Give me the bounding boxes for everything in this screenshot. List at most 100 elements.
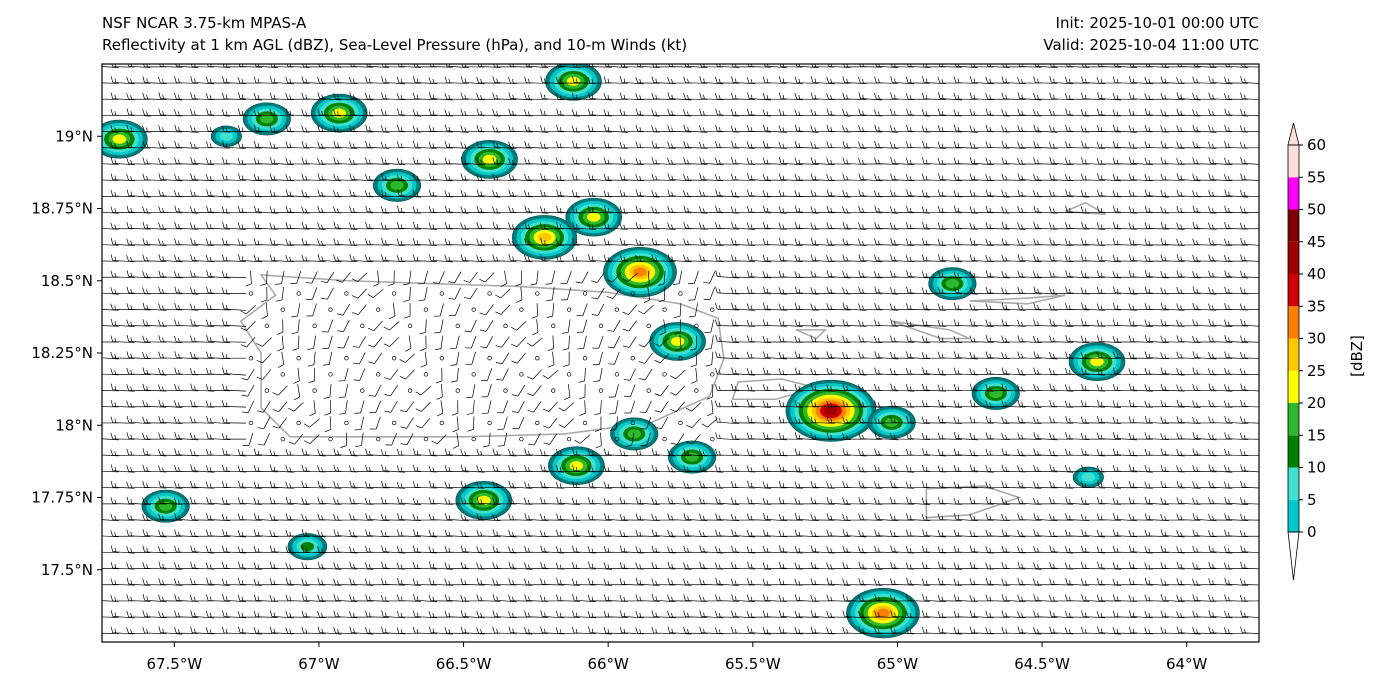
wind-barb <box>190 610 215 619</box>
barb-flag <box>221 626 225 634</box>
barb-shaft <box>192 616 215 619</box>
barb-flag <box>1097 626 1100 633</box>
wind-barb <box>1033 626 1058 634</box>
barb-flag <box>766 580 769 585</box>
barb-flag <box>878 629 880 634</box>
barb-flag <box>989 596 992 601</box>
barb-flag <box>508 611 511 618</box>
barb-shaft <box>1242 616 1259 619</box>
barb-shaft <box>494 632 517 635</box>
barb-flag <box>603 578 607 585</box>
wind-barb <box>571 626 597 635</box>
wind-barb <box>1240 610 1259 619</box>
barb-flag <box>1223 627 1227 634</box>
barb-flag <box>189 594 193 602</box>
wind-barb <box>1096 594 1122 602</box>
barb-flag <box>1224 610 1227 618</box>
barb-flag <box>269 578 273 585</box>
wind-barb <box>508 594 533 602</box>
wind-barb <box>524 610 549 618</box>
barb-flag <box>523 578 527 585</box>
barb-shaft <box>335 616 358 619</box>
echo-contour <box>670 336 685 347</box>
barb-flag <box>874 594 877 601</box>
init-time: Init: 2025-10-01 00:00 UTC <box>1055 14 1259 32</box>
barb-shaft <box>574 599 597 603</box>
wind-barb <box>683 610 708 618</box>
barb-shaft <box>860 632 883 635</box>
barb-flag <box>99 564 100 568</box>
barb-flag <box>953 594 957 601</box>
barb-flag <box>492 593 495 601</box>
barb-flag <box>95 481 97 487</box>
wind-barb <box>603 610 628 618</box>
barb-flag <box>1164 612 1167 617</box>
wind-barb <box>476 577 501 586</box>
barb-flag <box>289 629 292 634</box>
barb-flag <box>269 626 273 633</box>
barb-flag <box>99 386 100 390</box>
barb-shaft <box>812 584 835 586</box>
barb-flag <box>607 629 610 634</box>
barb-flag <box>226 596 228 601</box>
barb-flag <box>635 610 639 618</box>
barb-flag <box>667 594 670 601</box>
barb-shaft <box>1114 600 1137 602</box>
barb-flag <box>718 629 721 634</box>
barb-flag <box>667 578 670 585</box>
barb-flag <box>687 596 689 601</box>
barb-flag <box>922 610 925 617</box>
barb-shaft <box>287 583 310 586</box>
reflectivity-echo <box>785 379 877 442</box>
barb-shaft <box>351 632 374 635</box>
barb-flag <box>588 626 591 633</box>
wind-barb <box>301 626 326 635</box>
wind-barb <box>333 593 358 603</box>
wind-barb <box>540 610 565 619</box>
barb-flag <box>528 629 530 634</box>
barb-flag <box>527 580 530 585</box>
wind-barb <box>285 577 310 586</box>
barb-flag <box>798 629 801 634</box>
reflectivity-echo <box>603 246 677 298</box>
wind-barb <box>906 594 931 602</box>
barb-shaft <box>128 583 151 586</box>
barb-flag <box>671 613 673 618</box>
wind-barb <box>285 594 310 602</box>
barb-shaft <box>1003 632 1026 635</box>
barb-shaft <box>176 616 199 618</box>
barb-shaft <box>924 599 947 603</box>
barb-shaft <box>192 632 215 635</box>
barb-flag <box>1100 613 1103 618</box>
barb-flag <box>810 578 814 585</box>
barb-flag <box>687 580 689 585</box>
barb-flag <box>206 577 209 585</box>
wind-barb <box>102 600 119 602</box>
barb-flag <box>317 611 320 618</box>
wind-barb <box>428 578 453 586</box>
title-block: NSF NCAR 3.75-km MPAS-A Reflectivity at … <box>102 12 687 56</box>
barb-flag <box>909 612 912 618</box>
barb-flag <box>476 577 479 585</box>
barb-shaft <box>319 583 342 586</box>
echo-contour <box>586 212 601 222</box>
barb-flag <box>560 580 562 585</box>
barb-flag <box>655 612 657 617</box>
wind-barb <box>460 578 485 586</box>
barb-flag <box>460 610 464 617</box>
barb-flag <box>444 578 448 585</box>
barb-shaft <box>1003 616 1026 619</box>
barb-flag <box>667 611 670 618</box>
barb-shaft <box>971 616 994 619</box>
wind-barb <box>508 626 533 635</box>
barb-shaft <box>669 583 692 586</box>
barb-flag <box>1212 612 1214 617</box>
barb-flag <box>95 579 97 585</box>
barb-flag <box>508 578 511 585</box>
coastline <box>891 320 971 340</box>
barb-flag <box>667 626 670 633</box>
barb-flag <box>1005 612 1007 617</box>
barb-flag <box>432 580 435 585</box>
barb-flag <box>747 626 750 633</box>
